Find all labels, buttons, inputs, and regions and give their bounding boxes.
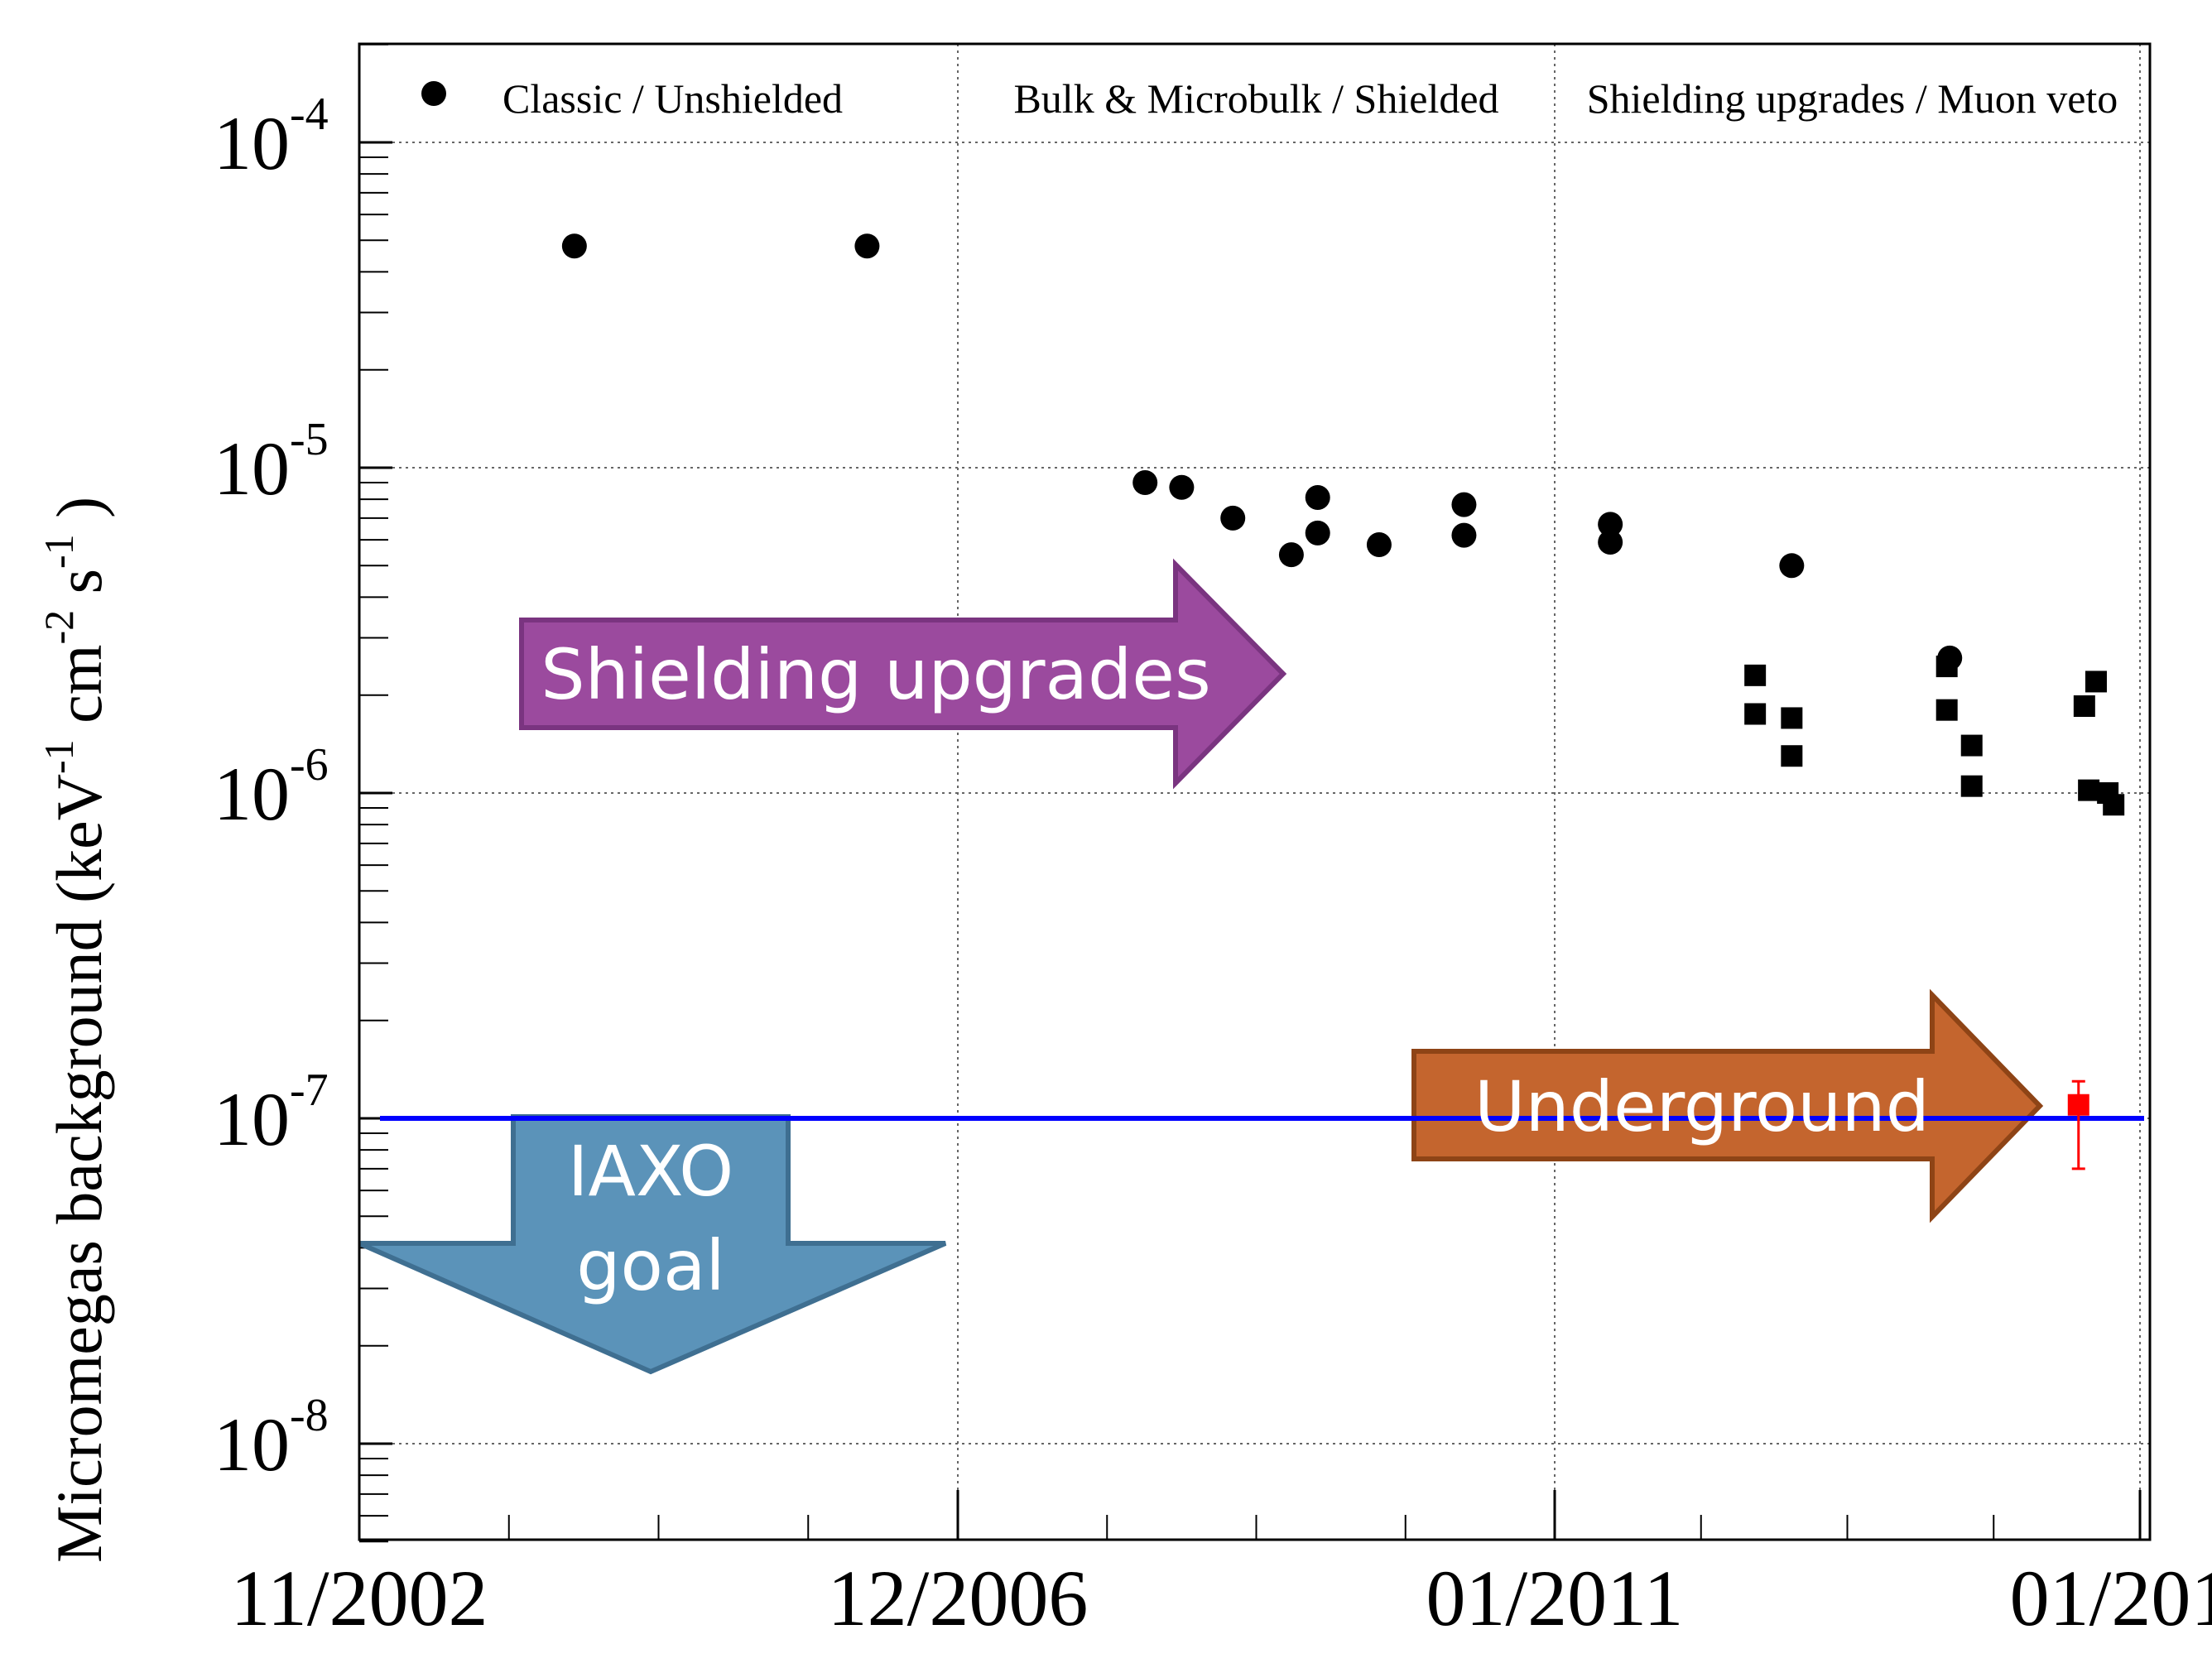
x-tick-label: 11/2002 [230, 1554, 488, 1642]
y-tick-label: 10-8 [214, 1390, 329, 1487]
tick-labels: 10-410-510-610-710-811/2002 12/2006 01/201… [214, 89, 2212, 1642]
y-tick-label: 10-6 [214, 739, 329, 836]
squares-point [1960, 734, 1983, 757]
circles-point [1451, 522, 1477, 548]
circles-point [1305, 520, 1330, 546]
y-tick-base: 10 [214, 426, 290, 511]
squares-point [1781, 707, 1803, 729]
circles-point [1779, 553, 1805, 579]
x-tick-label: 01/2015 [2010, 1554, 2212, 1642]
squares-point [2078, 779, 2100, 801]
annotation-arrows [358, 558, 2044, 1375]
underground-point [2067, 1094, 2089, 1116]
circles-point [1278, 542, 1304, 568]
y-tick-exponent: -7 [290, 1065, 329, 1116]
shielding-arrow-shape [519, 558, 1287, 790]
x-tick-label: 01/2011 [1426, 1554, 1683, 1642]
region-label: Bulk & Microbulk / Shielded [1013, 75, 1498, 122]
squares-point [2103, 794, 2125, 816]
squares-point [1744, 703, 1767, 725]
y-label-exp-2: -2 [36, 610, 82, 645]
region-label: Classic / Unshielded [503, 75, 843, 122]
circles-point [1598, 512, 1623, 537]
underground-arrow-label: Underground [1474, 1066, 1930, 1147]
squares-point [1960, 775, 1983, 797]
minor-ticks [358, 43, 2142, 1543]
y-tick-label: 10-4 [214, 89, 329, 185]
region-label: Shielding upgrades / Muon veto [1587, 75, 2118, 122]
circles-point [1598, 530, 1623, 555]
plot-frame [358, 42, 2152, 1541]
iaxo-arrow-label: goal [576, 1225, 725, 1306]
y-axis-label: Micromegas background (keV-1 cm-2 s-1 ) [36, 497, 115, 1563]
circles-point [854, 233, 880, 259]
y-tick-base: 10 [214, 1402, 290, 1487]
y-tick-exponent: -4 [290, 89, 329, 140]
circles-point [1305, 484, 1330, 510]
y-label-cm: cm [43, 645, 115, 740]
circles-point [1169, 474, 1195, 500]
circles-point [1451, 492, 1477, 517]
y-label-exp-1: -1 [36, 739, 82, 774]
y-tick-exponent: -6 [290, 739, 329, 791]
squares-point [2085, 671, 2107, 693]
annotation-labels: Shielding upgrades Underground IAXO goal [541, 634, 1930, 1306]
underground-arrow-shape [1411, 988, 2044, 1223]
y-label-main: Micromegas background (keV [43, 774, 115, 1563]
squares-point [1935, 699, 1958, 721]
squares-point [1935, 656, 1958, 678]
y-tick-base: 10 [214, 101, 290, 185]
squares-point [2073, 695, 2095, 718]
circles-point [1366, 531, 1392, 557]
y-label-close: ) [43, 497, 115, 534]
legend-circle-marker [421, 81, 446, 106]
region-labels: Classic / Unshielded Bulk & Microbulk / S… [421, 75, 2118, 122]
y-tick-label: 10-5 [214, 414, 329, 511]
data-points [561, 233, 2125, 1170]
circles-point [561, 233, 587, 259]
squares-point [1781, 745, 1803, 767]
circles-point [1220, 505, 1246, 531]
iaxo-arrow-shape [358, 1114, 947, 1375]
shielding-arrow-label: Shielding upgrades [541, 634, 1210, 715]
y-tick-base: 10 [214, 752, 290, 836]
y-tick-label: 10-7 [214, 1065, 329, 1161]
circles-point [1132, 469, 1158, 495]
y-tick-exponent: -5 [290, 414, 329, 465]
y-tick-exponent: -8 [290, 1390, 329, 1441]
squares-point [1744, 664, 1767, 686]
y-tick-base: 10 [214, 1077, 290, 1161]
y-label-exp-3: -1 [36, 534, 82, 569]
x-tick-label: 12/2006 [828, 1554, 1089, 1642]
y-label-s: s [43, 569, 115, 610]
iaxo-arrow-label: IAXO [568, 1131, 734, 1212]
